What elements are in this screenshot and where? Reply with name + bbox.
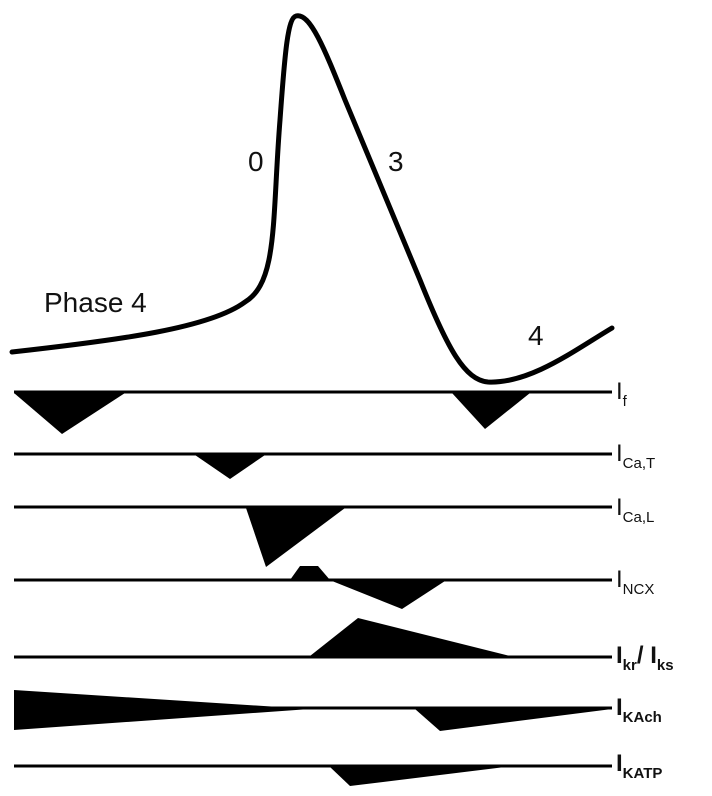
- ical-inward-deflection: [246, 508, 345, 567]
- current-trace-ical: [14, 505, 612, 567]
- if-inward-deflection-2: [452, 393, 530, 429]
- label-incx: INCX: [616, 566, 655, 598]
- ikatp-inward-deflection: [330, 767, 505, 786]
- phase-0-label: 0: [248, 146, 264, 177]
- label-if: If: [616, 378, 627, 410]
- icat-inward-deflection: [195, 455, 265, 479]
- action-potential-curve: [9, 13, 615, 385]
- phase-4-left-label: Phase 4: [44, 287, 147, 318]
- current-trace-incx: [14, 566, 612, 609]
- current-trace-ikr-iks: [14, 618, 612, 659]
- label-ikatp: IKATP: [616, 750, 663, 782]
- label-ical: ICa,L: [616, 494, 655, 526]
- current-trace-ikach: [14, 690, 612, 731]
- ikr-outward-deflection: [310, 618, 510, 656]
- incx-outward-bump: [290, 566, 330, 580]
- label-ikr-iks: Ikr/ Iks: [616, 642, 674, 674]
- phase-4-right-label: 4: [528, 320, 544, 351]
- current-trace-ikatp: [14, 764, 612, 786]
- ikach-inward-ramp-1: [14, 690, 310, 730]
- label-icat: ICa,T: [616, 440, 656, 472]
- incx-inward-deflection: [332, 581, 445, 609]
- current-trace-if: [14, 390, 612, 434]
- current-trace-icat: [14, 452, 612, 479]
- ikach-inward-deflection-2: [415, 709, 612, 731]
- if-inward-deflection-1: [14, 393, 125, 434]
- phase-3-label: 3: [388, 146, 404, 177]
- label-ikach: IKAch: [616, 694, 662, 726]
